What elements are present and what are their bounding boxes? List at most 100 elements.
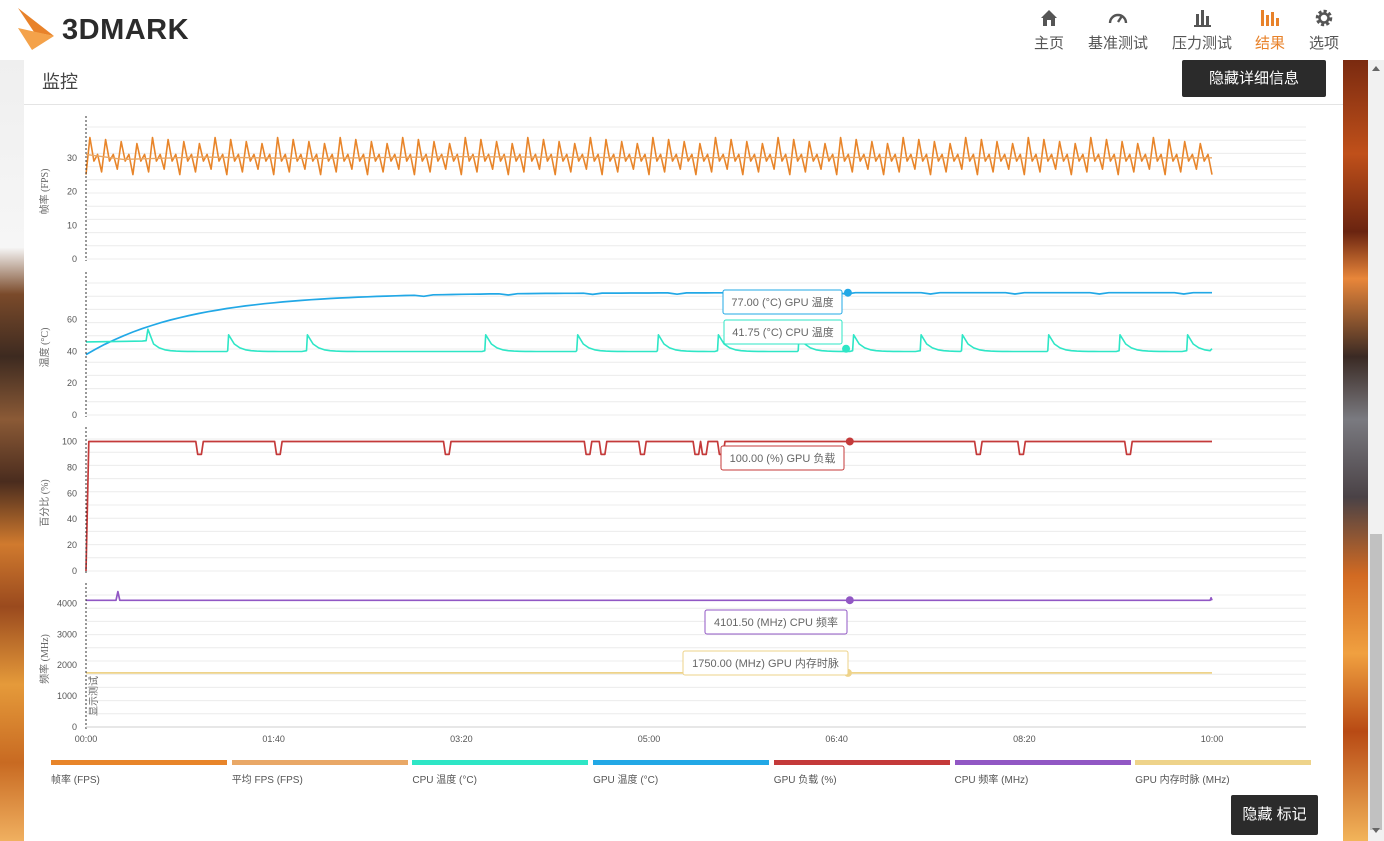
legend-color-swatch (954, 760, 1131, 765)
hover-point-marker (845, 437, 854, 446)
legend-color-swatch (51, 760, 227, 765)
monitoring-panel: 监控 隐藏详细信息 0 10 20 30 帧率 (FPS) 0 20 40 60 温度 (°C) 0… (24, 60, 1343, 841)
home-icon (1041, 10, 1057, 26)
legend-item-avg-fps[interactable]: 平均 FPS (FPS) (231, 760, 408, 786)
legend-item-gpu-mem-clock[interactable]: GPU 内存时脉 (MHz) (1135, 760, 1312, 786)
gear-icon (1315, 9, 1333, 27)
y-tick-label: 20 (67, 187, 77, 197)
cpu-temp-series-line (85, 328, 1213, 353)
y-tick-label: 0 (72, 254, 77, 264)
legend-color-swatch (412, 760, 589, 765)
nav-benchmarks[interactable]: 基准测试 (1086, 6, 1150, 58)
x-tick-label: 06:40 (825, 734, 848, 744)
nav-results-label: 结果 (1254, 35, 1285, 52)
legend-label: 帧率 (FPS) (51, 775, 100, 786)
x-tick-label: 03:20 (450, 734, 473, 744)
legend-item-fps[interactable]: 帧率 (FPS) (51, 760, 227, 786)
tooltip-box (704, 609, 848, 635)
y-tick-label: 100 (62, 436, 77, 446)
gauge-icon (1108, 13, 1128, 24)
brand-name: 3DMARK (62, 14, 190, 46)
x-tick-label: 00:00 (75, 734, 98, 744)
tooltip-box (722, 289, 843, 315)
monitoring-chart: 0 10 20 30 帧率 (FPS) 0 20 40 60 温度 (°C) 0 20 40 60 80 10… (38, 116, 1306, 744)
y-tick-label: 60 (67, 315, 77, 325)
nav-home-label: 主页 (1033, 35, 1064, 52)
legend-label: GPU 温度 (°C) (593, 775, 659, 786)
y-axis-title: 温度 (°C) (38, 328, 51, 368)
legend-label: GPU 内存时脉 (MHz) (1135, 775, 1230, 786)
tooltip-text: 100.00 (%) GPU 负载 (730, 451, 836, 465)
legend-item-cpu-temp[interactable]: CPU 温度 (°C) (412, 760, 589, 786)
x-tick-label: 10:00 (1201, 734, 1224, 744)
scrollbar-thumb[interactable] (1370, 534, 1382, 830)
y-axis-title: 百分比 (%) (39, 479, 51, 527)
panel-title: 监控 (42, 72, 78, 92)
gpu-load-series-line (85, 440, 1212, 572)
nav-results[interactable]: 结果 (1252, 6, 1288, 58)
bar-chart-icon (1194, 10, 1211, 27)
gpu-temp-series-line (85, 291, 1212, 356)
y-tick-label: 0 (72, 722, 77, 732)
hide-markers-button[interactable]: 隐藏 标记 (1231, 795, 1318, 835)
legend-color-swatch (1135, 760, 1312, 765)
marker-label: 显示测试 (87, 676, 100, 716)
nav-stress-tests-label: 压力测试 (1171, 35, 1232, 52)
hide-details-button[interactable]: 隐藏详细信息 (1182, 60, 1326, 97)
tooltip-text: 1750.00 (MHz) GPU 内存时脉 (692, 656, 839, 670)
legend-item-gpu-load[interactable]: GPU 负载 (%) (773, 760, 950, 786)
legend-label: CPU 温度 (°C) (412, 775, 477, 786)
top-navigation-bar: 3DMARK 主页 基准测试 压力测试 结果 选项 (0, 0, 1384, 61)
tooltip-box (723, 319, 843, 345)
tooltip-text: 77.00 (°C) GPU 温度 (731, 295, 833, 309)
tooltip-text: 41.75 (°C) CPU 温度 (732, 325, 834, 339)
hover-point-marker (842, 344, 851, 353)
legend-item-cpu-clock[interactable]: CPU 频率 (MHz) (954, 760, 1131, 786)
y-tick-label: 20 (67, 378, 77, 388)
y-tick-label: 3000 (57, 629, 77, 639)
y-tick-label: 0 (72, 410, 77, 420)
background-artwork-left (0, 60, 24, 841)
y-axis-title: 帧率 (FPS) (38, 169, 51, 215)
y-tick-label: 0 (72, 566, 77, 576)
scroll-down-icon[interactable] (1372, 828, 1380, 833)
legend-color-swatch (231, 760, 408, 765)
nav-options[interactable]: 选项 (1306, 6, 1342, 58)
y-tick-label: 60 (67, 488, 77, 498)
x-tick-label: 01:40 (262, 734, 285, 744)
cpu-clock-series-line (86, 590, 1213, 602)
nav-stress-tests[interactable]: 压力测试 (1170, 6, 1234, 58)
tooltip-text: 4101.50 (MHz) CPU 频率 (714, 615, 838, 629)
y-tick-label: 30 (67, 153, 77, 163)
x-tick-label: 05:00 (638, 734, 661, 744)
legend-label: GPU 负载 (%) (773, 775, 837, 786)
legend-label: CPU 频率 (MHz) (954, 775, 1029, 786)
results-icon (1261, 10, 1279, 26)
background-artwork-right (1343, 60, 1368, 841)
nav-home[interactable]: 主页 (1031, 6, 1067, 58)
y-tick-label: 80 (67, 462, 77, 472)
legend-color-swatch (773, 760, 950, 765)
panel-divider (24, 104, 1343, 105)
nav-benchmarks-label: 基准测试 (1087, 35, 1148, 52)
hover-point-marker (845, 596, 854, 605)
nav-options-label: 选项 (1308, 35, 1339, 52)
legend-item-gpu-temp[interactable]: GPU 温度 (°C) (593, 760, 770, 786)
y-axis-title: 频率 (MHz) (38, 634, 51, 684)
hover-point-marker (843, 288, 852, 297)
logo-swoosh-icon (18, 8, 54, 50)
3dmark-logo[interactable]: 3DMARK (14, 6, 244, 52)
tooltip-box (682, 650, 849, 676)
scroll-up-icon[interactable] (1372, 66, 1380, 71)
x-tick-label: 08:20 (1013, 734, 1036, 744)
y-tick-label: 1000 (57, 691, 77, 701)
y-tick-label: 2000 (57, 660, 77, 670)
fps-series-line (85, 136, 1213, 176)
y-tick-label: 4000 (57, 598, 77, 608)
legend-color-swatch (593, 760, 770, 765)
page-scrollbar[interactable] (1368, 60, 1384, 841)
y-tick-label: 20 (67, 540, 77, 550)
y-tick-label: 10 (67, 220, 77, 230)
y-tick-label: 40 (67, 346, 77, 356)
tooltip-box (720, 445, 845, 471)
